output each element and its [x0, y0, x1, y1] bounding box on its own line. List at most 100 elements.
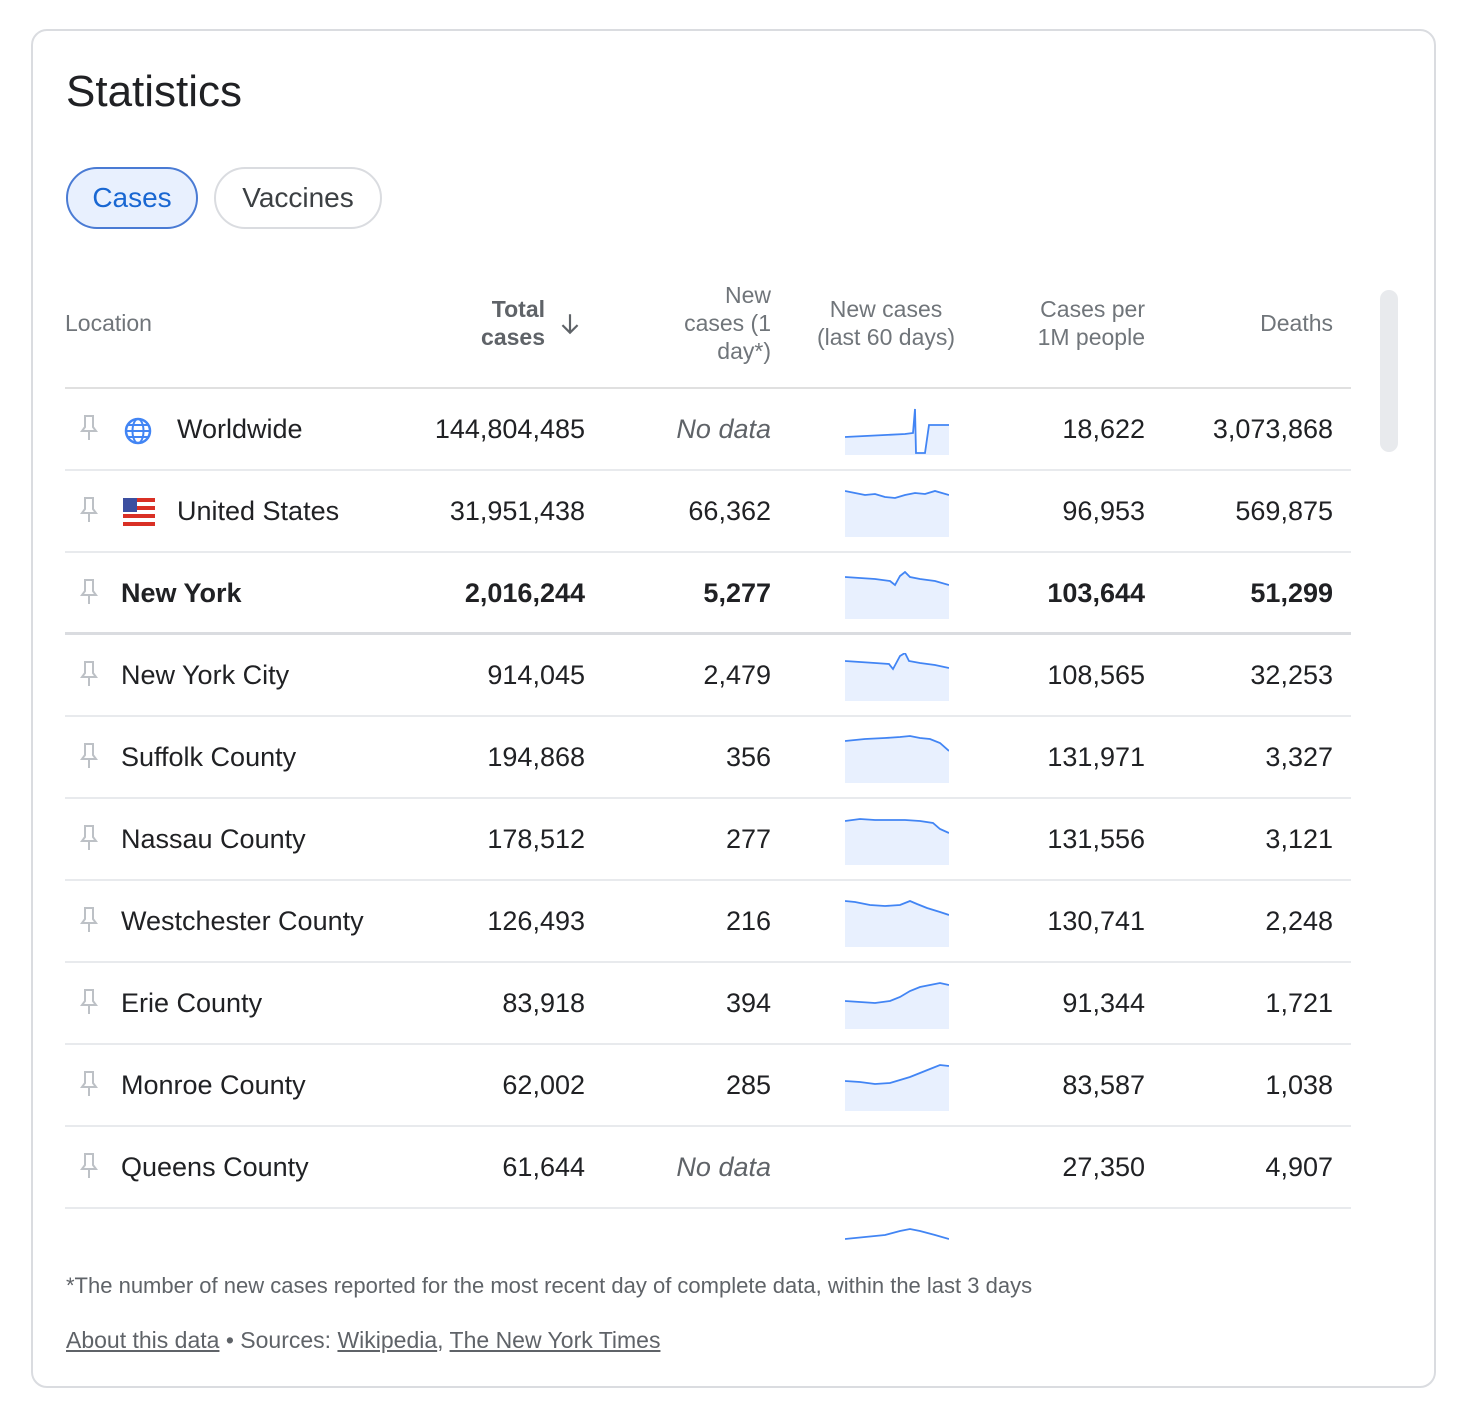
- cases-per-1m-value: 131,971: [1047, 741, 1145, 772]
- cases-per-1m-value: 91,344: [1062, 987, 1145, 1018]
- total-cases-value: 914,045: [487, 659, 585, 690]
- deaths-value: 32,253: [1250, 659, 1333, 690]
- cases-per-1m-value: 96,953: [1062, 495, 1145, 526]
- tab-vaccines[interactable]: Vaccines: [214, 167, 382, 229]
- deaths-value: 2,248: [1265, 905, 1333, 936]
- column-header-new-cases[interactable]: New cases (1 day*): [684, 282, 771, 364]
- sparkline-chart: [845, 653, 949, 701]
- location-name[interactable]: Suffolk County: [121, 741, 297, 772]
- table-row[interactable]: Westchester County 126,493 216 130,741 2,248: [65, 881, 1351, 963]
- wikipedia-link[interactable]: Wikipedia: [337, 1327, 438, 1353]
- table-row[interactable]: Worldwide 144,804,485 No data 18,622 3,073,8…: [65, 389, 1351, 471]
- sparkline-chart: [845, 735, 949, 783]
- pin-icon[interactable]: [79, 1069, 99, 1099]
- new-cases-value: 285: [725, 1069, 771, 1100]
- pin-icon[interactable]: [79, 413, 99, 443]
- sort-descending-icon[interactable]: [557, 311, 583, 337]
- deaths-value: 1,721: [1265, 987, 1333, 1018]
- sparkline-chart: [845, 571, 949, 619]
- sources-label: Sources:: [240, 1327, 332, 1353]
- location-name[interactable]: Worldwide: [177, 413, 303, 444]
- total-cases-value: 2,016,244: [464, 577, 585, 608]
- location-name[interactable]: Queens County: [121, 1151, 309, 1182]
- column-header-total-cases[interactable]: Total cases: [481, 296, 545, 350]
- card-title: Statistics: [66, 67, 243, 116]
- cases-per-1m-value: 130,741: [1047, 905, 1145, 936]
- sparkline-chart: [845, 408, 949, 455]
- cases-per-1m-value: 131,556: [1047, 823, 1145, 854]
- location-name[interactable]: Erie County: [121, 987, 263, 1018]
- total-cases-value: 194,868: [487, 741, 585, 772]
- deaths-value: 4,907: [1265, 1151, 1333, 1182]
- sparkline-chart: [845, 982, 949, 1029]
- deaths-value: 3,073,868: [1212, 413, 1333, 444]
- location-name[interactable]: New York: [121, 577, 242, 608]
- location-name[interactable]: United States: [177, 495, 340, 526]
- sources-comma: ,: [437, 1327, 444, 1353]
- deaths-value: 51,299: [1250, 577, 1333, 608]
- cases-per-1m-value: 18,622: [1062, 413, 1145, 444]
- cases-per-1m-value: 83,587: [1062, 1069, 1145, 1100]
- table-row[interactable]: Suffolk County 194,868 356 131,971 3,327: [65, 717, 1351, 799]
- statistics-table: Location Total cases New cases (1 day*) …: [65, 281, 1351, 1241]
- location-name[interactable]: New York City: [121, 659, 290, 690]
- location-name[interactable]: Monroe County: [121, 1069, 306, 1100]
- new-cases-value: No data: [676, 1151, 771, 1182]
- new-cases-value: 394: [725, 987, 771, 1018]
- total-cases-value: 144,804,485: [434, 413, 585, 444]
- table-row[interactable]: Monroe County 62,002 285 83,587 1,038: [65, 1045, 1351, 1127]
- pin-icon[interactable]: [79, 495, 99, 525]
- total-cases-value: 31,951,438: [449, 495, 585, 526]
- scrollbar-thumb[interactable]: [1380, 290, 1398, 452]
- table-row[interactable]: New York City 914,045 2,479 108,565 32,253: [65, 635, 1351, 717]
- pin-icon[interactable]: [79, 659, 99, 689]
- table-row[interactable]: Erie County 83,918 394 91,344 1,721: [65, 963, 1351, 1045]
- sparkline-chart: [845, 1228, 949, 1240]
- statistics-card: Statistics Cases Vaccines Location Total…: [31, 29, 1436, 1388]
- table-row[interactable]: United States 31,951,438 66,362 96,953 569,8…: [65, 471, 1351, 553]
- table-row-partial[interactable]: [65, 1209, 1351, 1241]
- pin-icon[interactable]: [79, 1151, 99, 1181]
- total-cases-value: 126,493: [487, 905, 585, 936]
- column-header-location[interactable]: Location: [65, 310, 152, 336]
- separator-bullet: •: [225, 1327, 234, 1353]
- total-cases-value: 61,644: [502, 1151, 585, 1182]
- column-header-cases-per-1m[interactable]: Cases per 1M people: [1037, 296, 1145, 350]
- pin-icon[interactable]: [79, 823, 99, 853]
- sources-line: About this data • Sources: Wikipedia, Th…: [66, 1327, 660, 1354]
- pin-icon[interactable]: [79, 905, 99, 935]
- about-this-data-link[interactable]: About this data: [66, 1327, 220, 1353]
- table-row[interactable]: Queens County 61,644 No data 27,350 4,907: [65, 1127, 1351, 1209]
- total-cases-value: 178,512: [487, 823, 585, 854]
- deaths-value: 3,327: [1265, 741, 1333, 772]
- pin-icon[interactable]: [79, 577, 99, 607]
- globe-icon: [124, 417, 152, 445]
- table-row[interactable]: Nassau County 178,512 277 131,556 3,121: [65, 799, 1351, 881]
- total-cases-value: 62,002: [502, 1069, 585, 1100]
- new-cases-value: 5,277: [703, 577, 771, 608]
- table-header: Location Total cases New cases (1 day*) …: [65, 281, 1351, 389]
- location-name[interactable]: Nassau County: [121, 823, 306, 854]
- column-header-new-cases-60-days: New cases (last 60 days): [816, 296, 956, 350]
- sparkline-chart: [845, 818, 949, 865]
- deaths-value: 1,038: [1265, 1069, 1333, 1100]
- tab-cases[interactable]: Cases: [66, 167, 198, 229]
- new-cases-value: No data: [676, 413, 771, 444]
- new-cases-value: 356: [725, 741, 771, 772]
- table-row[interactable]: New York 2,016,244 5,277 103,644 51,299: [65, 553, 1351, 635]
- pin-icon[interactable]: [79, 987, 99, 1017]
- new-cases-value: 216: [725, 905, 771, 936]
- new-cases-value: 277: [725, 823, 771, 854]
- pin-icon[interactable]: [79, 741, 99, 771]
- cases-per-1m-value: 108,565: [1047, 659, 1145, 690]
- sparkline-chart: [845, 1064, 949, 1111]
- cases-per-1m-value: 103,644: [1047, 577, 1145, 608]
- cases-per-1m-value: 27,350: [1062, 1151, 1145, 1182]
- location-name[interactable]: Westchester County: [121, 905, 364, 936]
- column-header-deaths[interactable]: Deaths: [1260, 310, 1333, 336]
- us-flag-icon: [123, 498, 155, 526]
- sparkline-chart: [845, 490, 949, 537]
- nyt-link[interactable]: The New York Times: [449, 1327, 661, 1353]
- tab-bar: Cases Vaccines: [66, 167, 382, 229]
- sparkline-chart: [845, 900, 949, 947]
